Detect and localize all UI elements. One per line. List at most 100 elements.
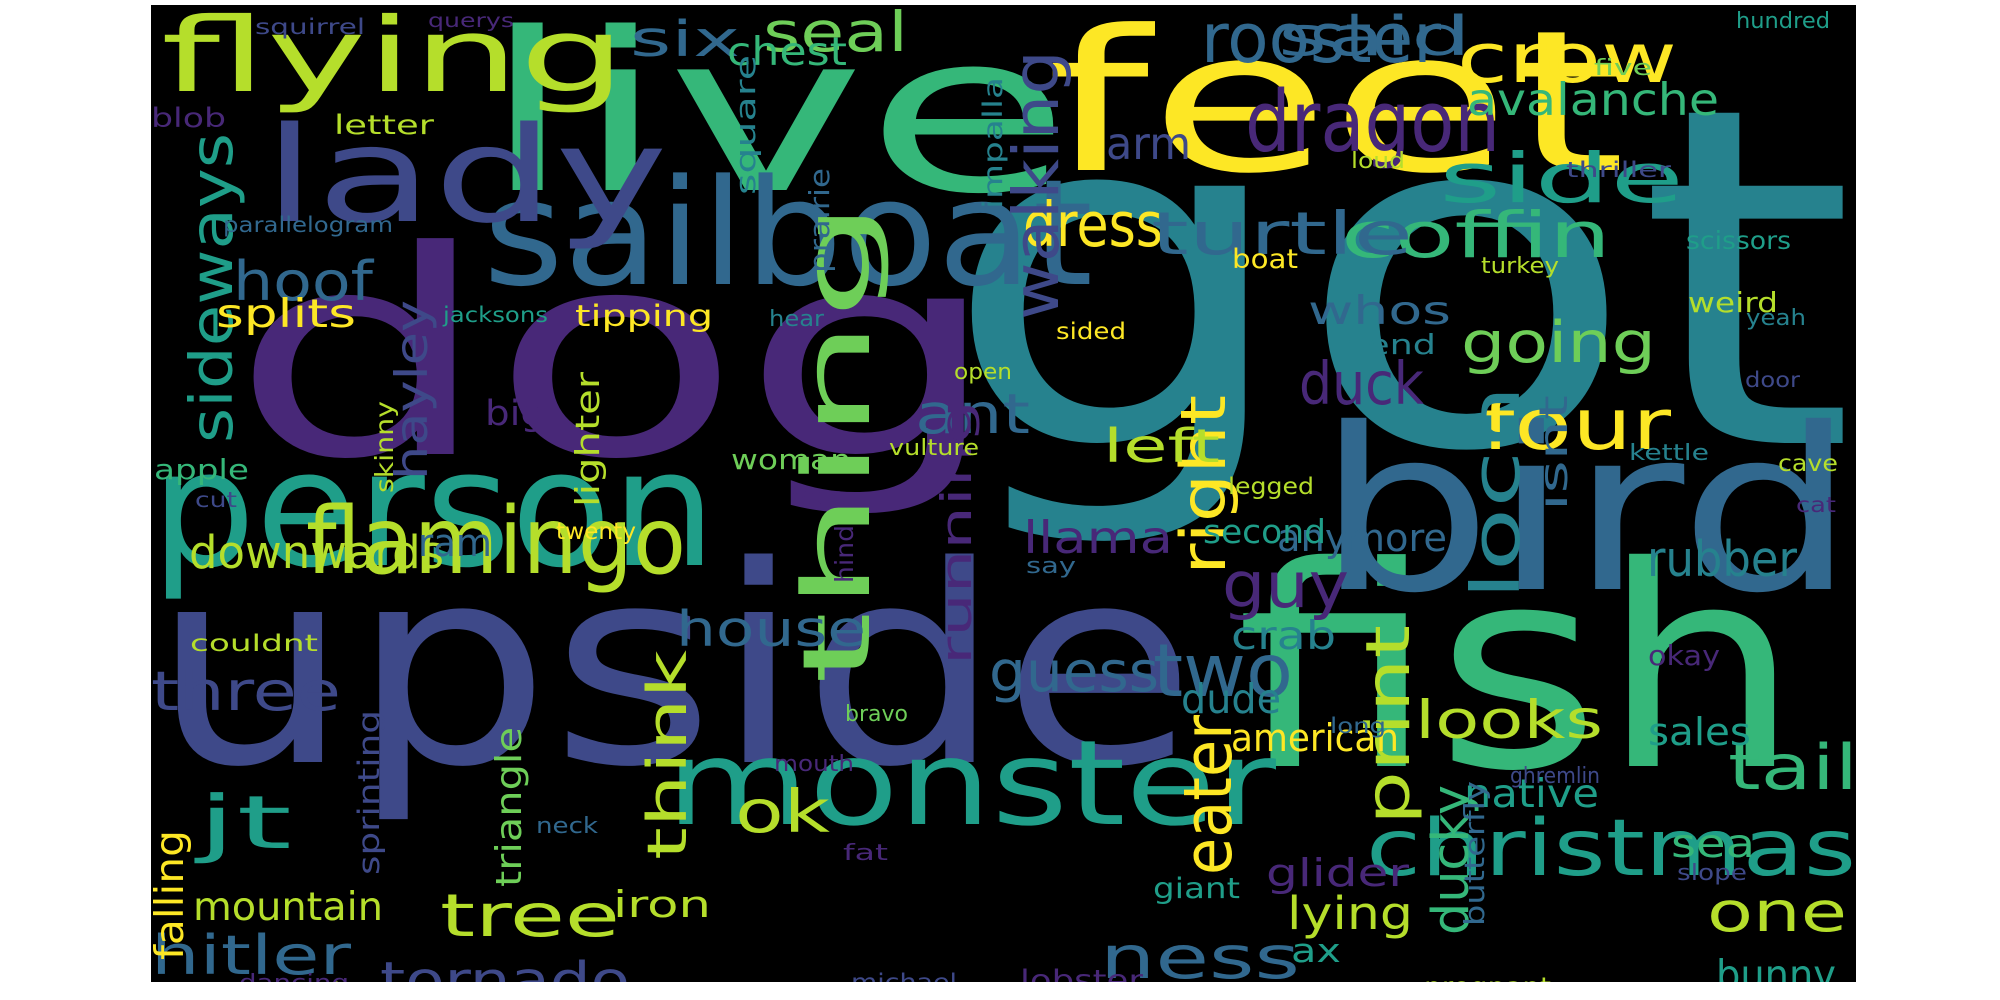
word: giant [1153, 872, 1240, 905]
word: bird [1316, 381, 1856, 643]
word: downwards [189, 526, 444, 579]
word: anymore [1277, 517, 1447, 561]
word: prairie [805, 168, 836, 273]
word: lying [1287, 887, 1413, 940]
word: llama [1023, 513, 1173, 564]
word: chest [727, 30, 847, 75]
word: six [630, 11, 740, 68]
word: turkey [1481, 253, 1559, 279]
word: loch [1457, 385, 1535, 600]
word: tree [440, 881, 620, 950]
word: pregnant [1424, 974, 1551, 982]
word: person [151, 416, 716, 604]
word: butterfly [1460, 781, 1491, 926]
word: triangle [489, 727, 530, 887]
word: bunny [1716, 951, 1836, 982]
word: sailboat [483, 148, 1093, 319]
word: left [1103, 419, 1220, 473]
word: coffin [1341, 199, 1611, 273]
word: friend [1329, 330, 1436, 361]
word: ghremlin [1510, 763, 1600, 789]
word: sales [1648, 711, 1751, 755]
word: rooster [1201, 5, 1441, 79]
word: letter [334, 110, 434, 141]
word: thriller [1566, 158, 1671, 183]
word: dress [1023, 189, 1163, 261]
word: arm [1106, 119, 1191, 170]
word: open [954, 359, 1012, 385]
word: lobster [1020, 964, 1143, 982]
word: fat [843, 840, 888, 866]
word: loud [1351, 148, 1405, 174]
word: scissors [1686, 226, 1791, 255]
word: dancing [239, 972, 349, 982]
word: okay [1648, 641, 1720, 672]
word: monster [666, 715, 1276, 852]
word: isnt [1532, 395, 1577, 511]
word: dude [1181, 675, 1281, 723]
word: lady [263, 99, 668, 253]
word: sea [1671, 822, 1755, 867]
word: square [731, 55, 762, 195]
word: ram [418, 522, 492, 566]
word: sided [1056, 317, 1126, 345]
word: duck [1299, 349, 1424, 418]
word: dog [231, 191, 1001, 522]
word: skinny [370, 401, 399, 493]
word: eater [1169, 715, 1247, 875]
word: ness [1100, 923, 1300, 982]
word: say [1026, 553, 1076, 579]
word: ok [735, 777, 830, 846]
word: michael [851, 968, 957, 982]
word: native [1464, 772, 1599, 817]
word: got [941, 6, 1856, 554]
word: hat [331, 979, 391, 982]
word: hind [830, 525, 859, 583]
word: glider [1266, 852, 1409, 896]
word: woman [731, 445, 851, 476]
word: weird [1688, 288, 1778, 319]
word: crab [1231, 614, 1336, 659]
word: door [1745, 368, 1800, 393]
word: looks [1415, 690, 1603, 751]
word: tail [1728, 731, 1856, 804]
word: rubber [1647, 531, 1797, 588]
word: seal [763, 5, 908, 64]
word: think [636, 650, 699, 860]
word: jacksons [443, 303, 548, 328]
word: twenty [556, 517, 636, 545]
word: neck [536, 813, 598, 839]
word: kettle [1629, 440, 1709, 466]
word: hundred [1736, 8, 1830, 34]
word: couldnt [190, 629, 318, 657]
word: mountain [193, 885, 383, 930]
word: fish [1236, 507, 1801, 832]
word: guess [989, 640, 1159, 705]
word: querys [428, 9, 514, 32]
word: slope [1677, 860, 1747, 886]
word: ax [1291, 931, 1341, 970]
word: parallelogram [223, 213, 393, 238]
word: iron [613, 883, 711, 926]
word: falling [151, 830, 193, 960]
word: turtle [1151, 199, 1413, 268]
word: sprinting [352, 710, 386, 875]
word: flying [161, 5, 626, 116]
word: two [1153, 629, 1293, 714]
word: avalanche [1467, 75, 1719, 126]
word: second [1203, 512, 1326, 551]
word: american [1231, 717, 1399, 761]
word: legged [1228, 472, 1314, 500]
word: hitler [151, 924, 351, 982]
word: vulture [889, 435, 979, 461]
word: whos [1308, 289, 1451, 334]
word: christmas [1366, 803, 1856, 894]
word: mouth [774, 751, 854, 777]
word: cave [1778, 449, 1838, 477]
word: said [1278, 5, 1471, 68]
word: jt [197, 781, 292, 866]
word: cut [195, 488, 237, 513]
word: three [151, 660, 341, 723]
word: guy [1222, 549, 1349, 623]
word: hear [769, 306, 824, 332]
